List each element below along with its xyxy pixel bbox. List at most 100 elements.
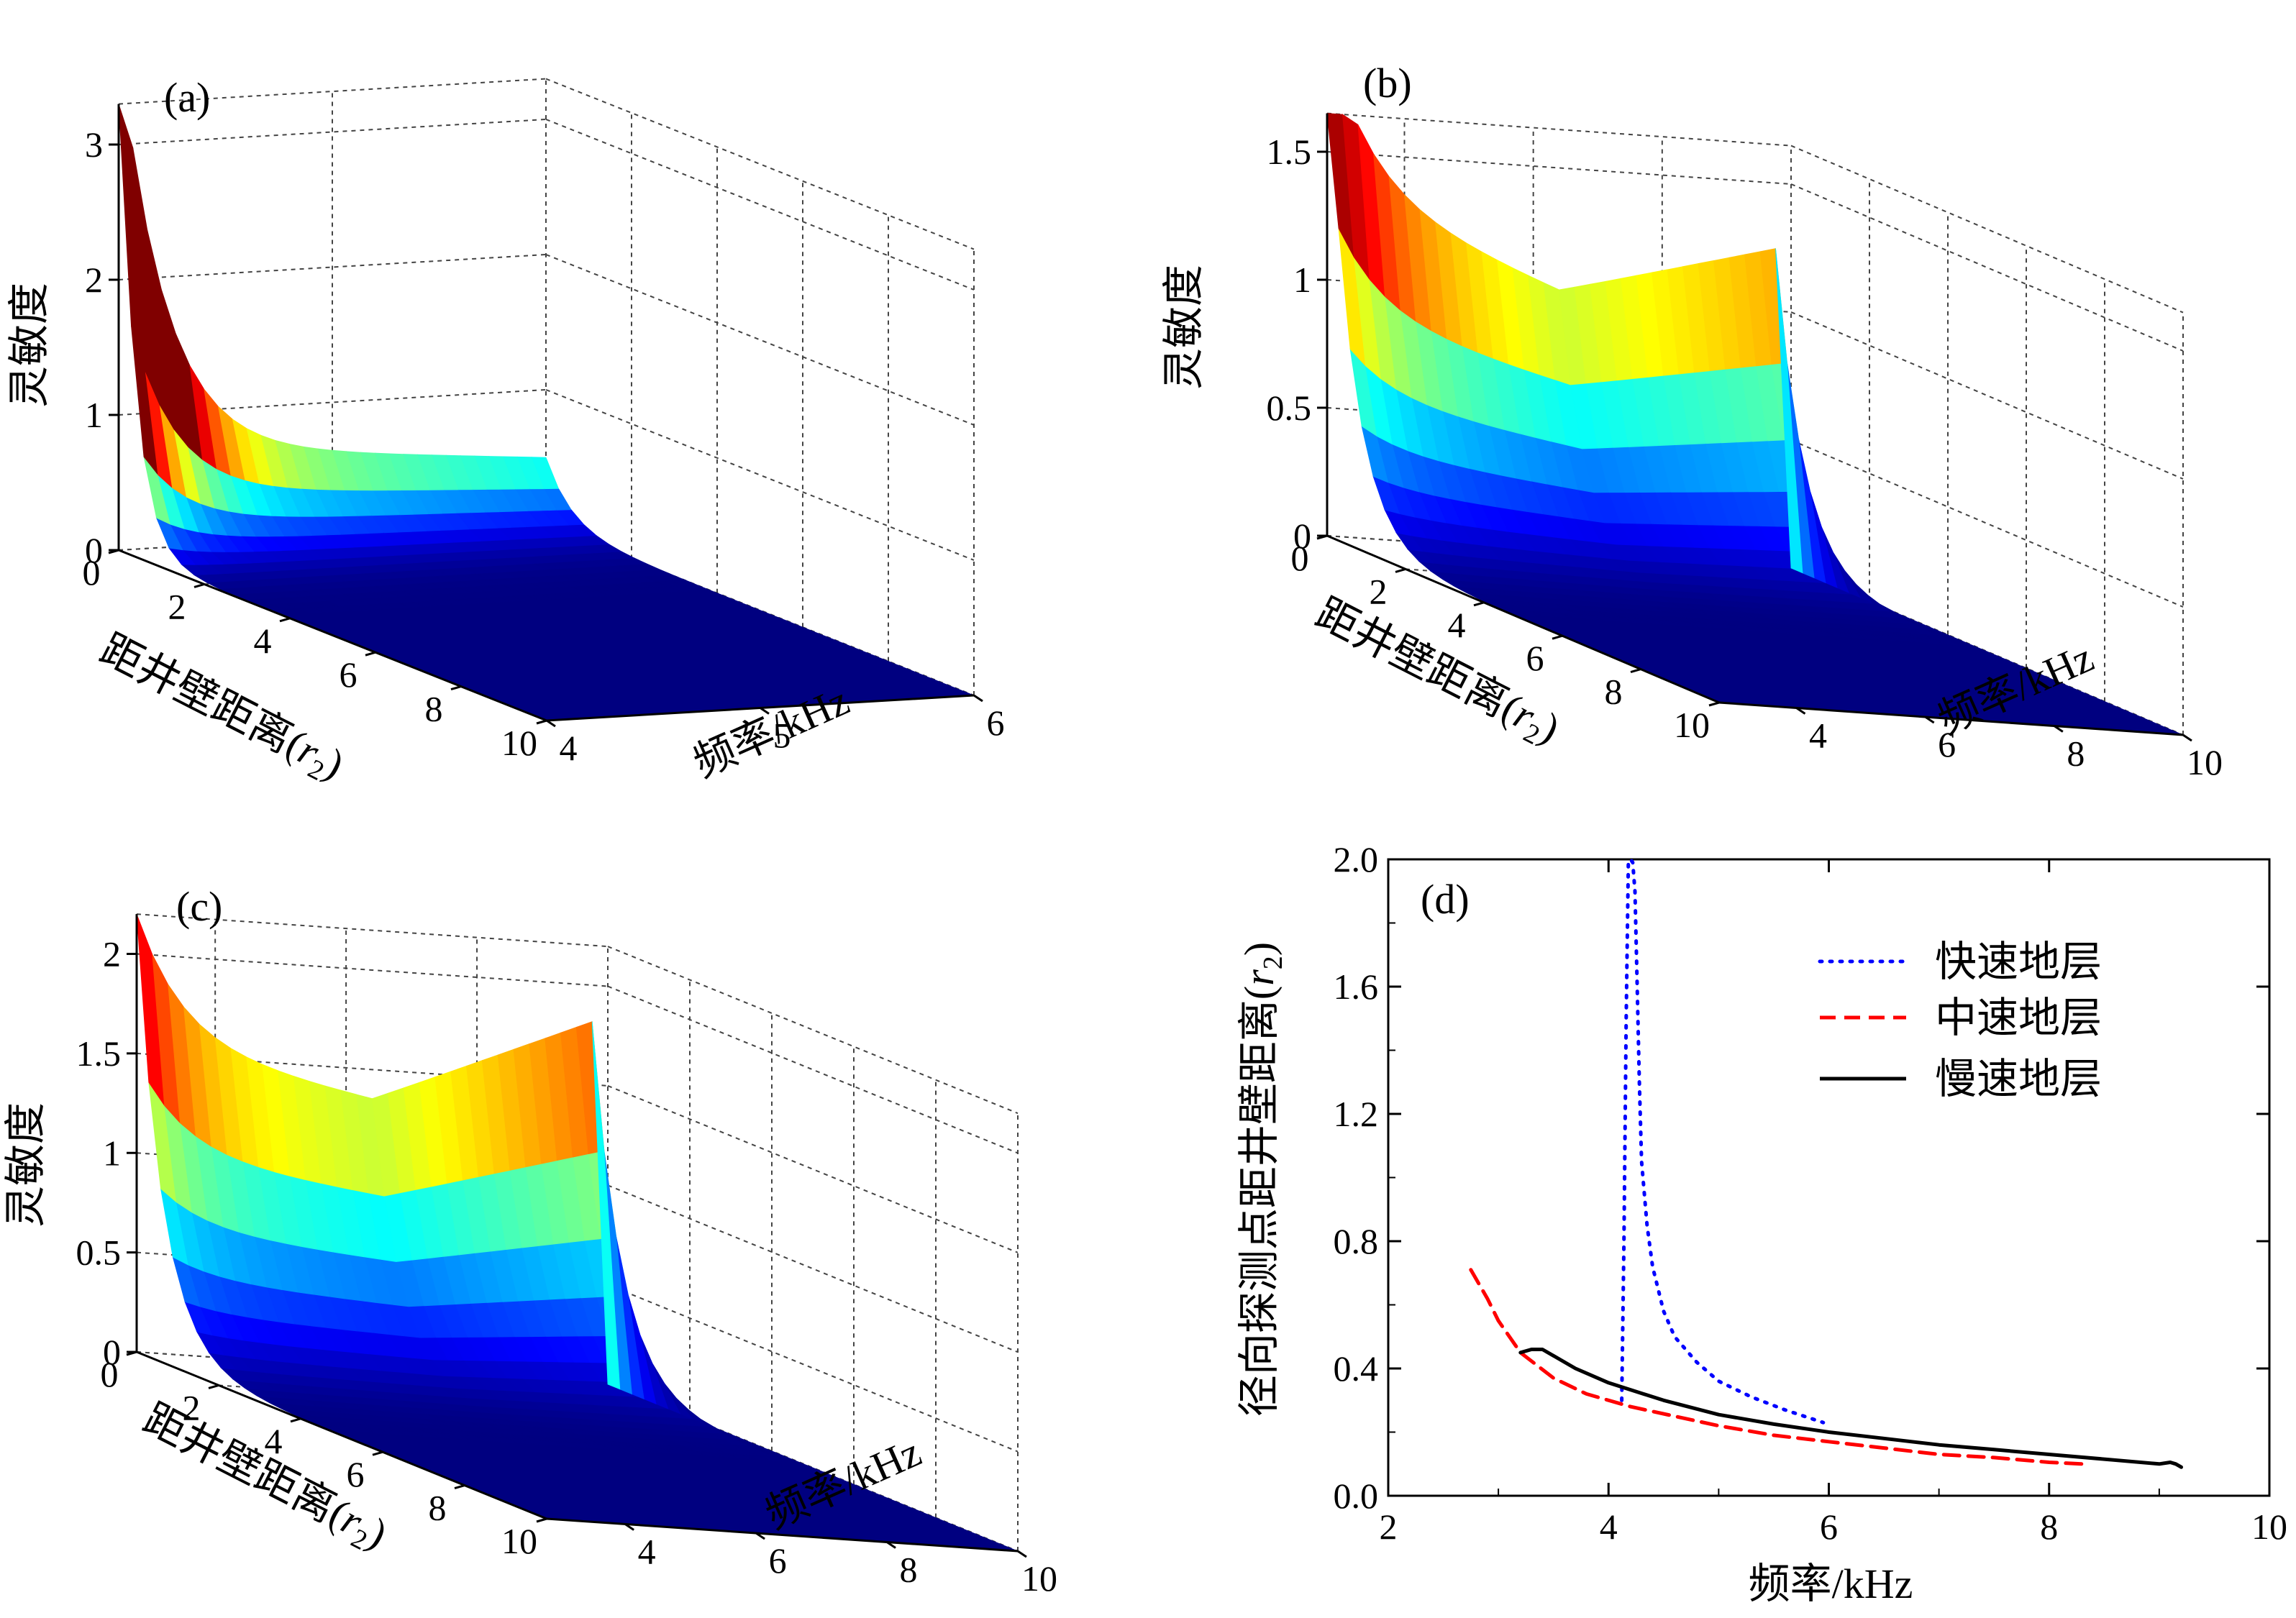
z-tick-label: 2 bbox=[85, 260, 103, 300]
panel-d-frame bbox=[1387, 858, 2271, 1497]
panel-d-legend: 快速地层 中速地层 慢速地层 bbox=[1818, 938, 2102, 1102]
z-tick-label: 0 bbox=[1293, 516, 1311, 556]
y-tick-mark bbox=[1017, 1550, 1027, 1558]
panel-a-label: (a) bbox=[164, 74, 210, 121]
x-tick-label: 2 bbox=[1380, 1507, 1398, 1547]
x-tick-mark bbox=[450, 685, 462, 691]
legend-label-medium: 中速地层 bbox=[1935, 995, 2102, 1041]
grid-back-horizontal bbox=[1790, 311, 2184, 480]
z-tick-label: 1 bbox=[103, 1133, 121, 1173]
x-tick-label: 8 bbox=[2040, 1507, 2058, 1547]
x-tick-label: 6 bbox=[1526, 638, 1544, 678]
y-tick-label: 6 bbox=[987, 703, 1005, 743]
x-tick-label: 2 bbox=[1370, 571, 1388, 611]
grid-back-horizontal bbox=[1790, 439, 2184, 608]
y-tick-label: 6 bbox=[769, 1540, 787, 1581]
panel-b-label: (b) bbox=[1363, 60, 1412, 106]
x-tick-mark bbox=[1552, 634, 1563, 640]
z-tick-label: 0 bbox=[85, 530, 103, 570]
y-tick-mark bbox=[2054, 725, 2064, 733]
panel-a-xlabel-text: 距井壁距离( bbox=[93, 626, 312, 768]
x-tick-mark bbox=[1473, 601, 1485, 607]
series-line-slow bbox=[1518, 1348, 2183, 1469]
surface-patch bbox=[1775, 248, 1803, 574]
panel-c-label: (c) bbox=[176, 883, 222, 930]
z-tick-label: 1 bbox=[85, 395, 103, 435]
grid-top-edge bbox=[1326, 112, 1792, 147]
y-tick-label: 1.6 bbox=[1334, 966, 1379, 1007]
y-tick-label: 4 bbox=[560, 728, 578, 768]
y-tick-mark bbox=[760, 707, 770, 715]
y-tick-label: 8 bbox=[900, 1550, 918, 1590]
grid-back-horizontal bbox=[545, 389, 975, 561]
y-tick-label: 4 bbox=[638, 1532, 656, 1572]
panel-b-zlabel: 灵敏度 bbox=[1160, 265, 1207, 390]
x-tick-mark bbox=[536, 719, 547, 725]
x-tick-mark bbox=[1630, 668, 1641, 674]
panel-c-zlabel: 灵敏度 bbox=[2, 1102, 49, 1228]
x-tick-label: 10 bbox=[1674, 705, 1710, 745]
x-tick-label: 10 bbox=[2251, 1507, 2287, 1547]
y-tick-label: 10 bbox=[2187, 742, 2223, 782]
y-tick-label: 5 bbox=[773, 716, 791, 756]
x-tick-mark bbox=[290, 1417, 301, 1423]
y-tick-mark bbox=[546, 719, 556, 728]
x-axis-line bbox=[1326, 534, 1720, 704]
grid-back-horizontal bbox=[545, 254, 975, 426]
y-tick-label: 0.0 bbox=[1334, 1476, 1379, 1516]
x-tick-label: 6 bbox=[340, 654, 357, 695]
x-tick-label: 2 bbox=[168, 586, 186, 626]
z-tick-label: 3 bbox=[85, 124, 103, 165]
x-tick-label: 10 bbox=[501, 723, 537, 763]
z-tick-label: 0.5 bbox=[76, 1233, 122, 1273]
y-tick-label: 10 bbox=[1021, 1558, 1057, 1599]
panel-d-ylabel-sub: 2 bbox=[1258, 956, 1288, 969]
x-tick-label: 4 bbox=[1600, 1507, 1618, 1547]
grid-back-horizontal bbox=[607, 1084, 1019, 1253]
z-tick-label: 1.5 bbox=[1267, 132, 1312, 172]
x-tick-mark bbox=[372, 1450, 383, 1456]
x-axis-line bbox=[118, 549, 547, 722]
grid-back-horizontal bbox=[1790, 183, 2184, 352]
panel-d-ylabel-text: 径向探测点距井壁距离( bbox=[1236, 986, 1283, 1417]
y-tick-mark bbox=[973, 694, 983, 703]
x-tick-label: 6 bbox=[347, 1454, 365, 1494]
z-tick-label: 1.5 bbox=[76, 1033, 122, 1074]
x-tick-label: 0 bbox=[1291, 538, 1309, 578]
y-tick-mark bbox=[1795, 707, 1806, 715]
x-tick-label: 8 bbox=[1605, 672, 1623, 712]
grid-back-horizontal bbox=[607, 985, 1019, 1154]
panel-d-xlabel: 频率/kHz bbox=[1749, 1560, 1913, 1607]
y-tick-mark bbox=[1924, 716, 1935, 724]
z-tick-label: 2 bbox=[103, 934, 121, 974]
x-tick-mark bbox=[1395, 567, 1406, 573]
y-tick-label: 0.8 bbox=[1334, 1221, 1379, 1261]
panel-a-zlabel: 灵敏度 bbox=[6, 283, 53, 408]
y-tick-label: 6 bbox=[1938, 724, 1956, 764]
y-tick-mark bbox=[2182, 733, 2192, 742]
panel-d-ylabel: 径向探测点距井壁距离(r2) bbox=[1236, 942, 1288, 1417]
grid-back-horizontal bbox=[545, 119, 975, 291]
x-tick-mark bbox=[1708, 701, 1720, 707]
x-tick-mark bbox=[365, 651, 376, 657]
grid-top-edge bbox=[1790, 145, 2184, 314]
x-tick-label: 10 bbox=[501, 1521, 537, 1561]
panel-d-ylabel-var: r bbox=[1236, 969, 1283, 986]
y-tick-label: 1.2 bbox=[1334, 1094, 1379, 1134]
grid-side-horizontal bbox=[1326, 151, 1792, 185]
x-tick-label: 4 bbox=[254, 621, 272, 661]
legend-label-fast: 快速地层 bbox=[1935, 938, 2102, 985]
x-tick-label: 6 bbox=[1820, 1507, 1838, 1547]
panel-a-xlabel: 距井壁距离(r2) bbox=[91, 626, 352, 793]
x-tick-mark bbox=[279, 617, 291, 623]
panel-d-label: (d) bbox=[1421, 876, 1470, 923]
grid-side-horizontal bbox=[118, 119, 547, 145]
z-tick-label: 0 bbox=[103, 1332, 121, 1372]
grid-top-edge bbox=[118, 78, 547, 105]
x-tick-mark bbox=[536, 1517, 547, 1523]
grid-top-edge bbox=[545, 78, 975, 250]
x-tick-mark bbox=[193, 582, 205, 588]
series-line-fast bbox=[1620, 857, 1826, 1425]
surface-patch bbox=[531, 457, 560, 490]
